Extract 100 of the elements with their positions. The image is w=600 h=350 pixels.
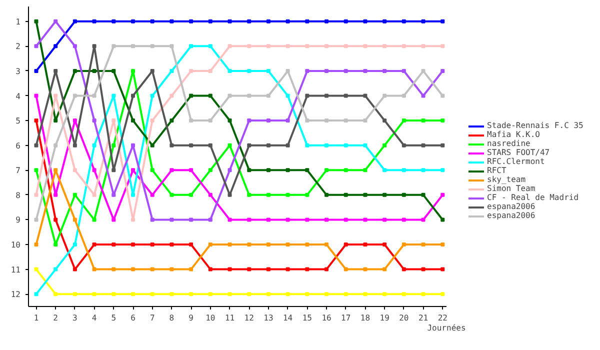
point [72, 168, 77, 172]
point [34, 44, 38, 48]
point [228, 143, 232, 148]
point [324, 192, 329, 197]
point [305, 94, 310, 98]
x-tick-label: 6 [130, 314, 136, 322]
point [305, 143, 310, 148]
x-tick-label: 2 [53, 314, 58, 322]
point [402, 192, 406, 197]
point [112, 168, 116, 172]
legend-label: Stade-Rennais F.C 35 [487, 121, 584, 130]
point [150, 192, 154, 197]
point [228, 192, 232, 197]
point [324, 218, 329, 222]
point [189, 168, 194, 172]
point [247, 168, 252, 172]
point [189, 292, 194, 296]
point [92, 68, 96, 73]
point [170, 192, 174, 197]
point [324, 118, 329, 123]
y-tick-label: 7 [16, 166, 21, 176]
point [72, 267, 77, 272]
point [363, 118, 368, 123]
y-tick-label: 2 [16, 42, 21, 52]
x-tick-label: 3 [72, 314, 78, 322]
point [421, 44, 426, 48]
point [266, 118, 270, 123]
point [170, 118, 174, 123]
point [421, 94, 426, 98]
point [324, 143, 329, 148]
point [305, 68, 310, 73]
point [286, 218, 290, 222]
point [54, 168, 58, 172]
point [189, 143, 194, 148]
point [421, 267, 426, 272]
point [286, 242, 290, 247]
point [363, 143, 368, 148]
point [54, 192, 58, 197]
point [324, 94, 329, 98]
point [286, 19, 290, 24]
point [305, 292, 310, 296]
y-tick-label: 4 [16, 92, 21, 101]
point [112, 118, 116, 123]
point [72, 242, 77, 247]
point [440, 143, 445, 148]
point [112, 94, 116, 98]
point [344, 242, 348, 247]
point [344, 292, 348, 296]
point [112, 68, 116, 73]
point [305, 218, 310, 222]
point [440, 68, 445, 73]
point [170, 168, 174, 172]
point [72, 218, 77, 222]
point [247, 68, 252, 73]
point [440, 292, 445, 296]
point [382, 68, 387, 73]
point [421, 168, 426, 172]
point [402, 143, 406, 148]
point [228, 218, 232, 222]
point [54, 218, 58, 222]
point [112, 242, 116, 247]
point [208, 94, 212, 98]
point [324, 267, 329, 272]
point [286, 267, 290, 272]
point [72, 94, 77, 98]
x-tick-label: 20 [399, 314, 409, 322]
point [324, 242, 329, 247]
point [150, 218, 154, 222]
point [208, 292, 212, 296]
point [440, 44, 445, 48]
point [324, 44, 329, 48]
point [54, 242, 58, 247]
point [208, 267, 212, 272]
point [421, 242, 426, 247]
y-tick-label: 8 [16, 190, 21, 200]
point [382, 44, 387, 48]
point [112, 44, 116, 48]
x-tick-label: 9 [188, 314, 194, 322]
point [54, 68, 58, 73]
point [421, 68, 426, 73]
point [170, 218, 174, 222]
point [228, 68, 232, 73]
x-tick-label: 17 [341, 314, 351, 322]
point [382, 192, 387, 197]
point [34, 143, 38, 148]
point [189, 68, 194, 73]
point [440, 118, 445, 123]
point [170, 94, 174, 98]
point [34, 68, 38, 73]
point [170, 242, 174, 247]
point [440, 168, 445, 172]
point [363, 242, 368, 247]
point [266, 267, 270, 272]
point [131, 143, 135, 148]
point [189, 218, 194, 222]
point [247, 44, 252, 48]
point [440, 218, 445, 222]
y-tick-label: 11 [10, 265, 21, 274]
point [72, 292, 77, 296]
point [324, 168, 329, 172]
